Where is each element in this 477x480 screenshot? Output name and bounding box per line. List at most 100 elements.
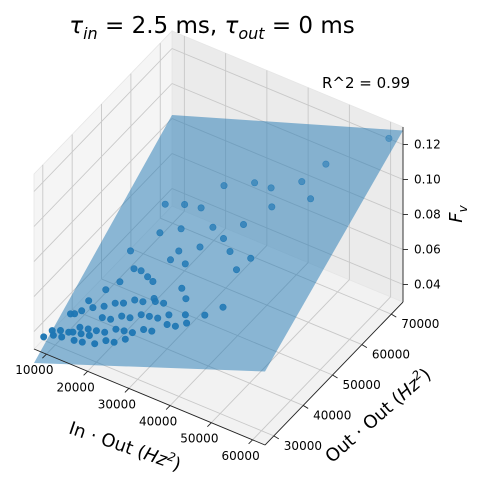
- data-point: [226, 248, 234, 256]
- data-point: [120, 299, 128, 307]
- x-tick-label: 60000: [222, 449, 260, 463]
- data-point: [131, 296, 139, 304]
- data-point: [181, 260, 189, 268]
- y-tick-label: 60000: [372, 348, 410, 362]
- data-point: [140, 325, 148, 333]
- data-point: [178, 284, 186, 292]
- data-point: [98, 314, 106, 322]
- data-point: [120, 327, 128, 335]
- data-point: [251, 179, 259, 187]
- data-point: [268, 203, 276, 211]
- data-point: [107, 315, 115, 323]
- data-point: [102, 337, 110, 345]
- grid-line-z-left: [33, 83, 173, 227]
- data-point: [145, 312, 153, 320]
- data-point: [160, 299, 168, 307]
- z-tick-label: 0.04: [414, 278, 441, 292]
- data-point: [156, 229, 164, 237]
- x-tick: [42, 353, 47, 359]
- data-point: [220, 235, 228, 243]
- data-point: [91, 340, 99, 348]
- x-tick: [124, 388, 130, 393]
- data-point: [196, 243, 204, 251]
- data-point: [149, 277, 157, 285]
- data-point: [165, 311, 173, 319]
- data-point: [110, 338, 118, 346]
- data-point: [144, 273, 152, 281]
- data-point: [267, 184, 275, 192]
- axes: 1000020000300004000050000600003000040000…: [15, 127, 441, 463]
- data-point: [92, 327, 100, 335]
- data-point: [182, 295, 190, 303]
- data-point: [181, 311, 189, 319]
- x-tick-label: 40000: [139, 415, 177, 429]
- data-point: [78, 307, 86, 315]
- data-point: [151, 297, 159, 305]
- data-point: [322, 160, 330, 168]
- data-point: [84, 325, 92, 333]
- y-tick-label: 30000: [284, 439, 322, 453]
- y-tick-label: 70000: [401, 317, 439, 331]
- data-point: [130, 265, 138, 273]
- data-point: [240, 221, 248, 229]
- x-tick: [248, 439, 253, 445]
- data-point: [70, 336, 78, 344]
- y-tick-label: 50000: [343, 378, 381, 392]
- data-point: [100, 302, 108, 310]
- data-point: [76, 323, 84, 331]
- y-tick-label: 40000: [313, 408, 351, 422]
- x-tick-label: 50000: [180, 432, 218, 446]
- data-point: [111, 299, 119, 307]
- data-point: [219, 303, 227, 311]
- data-point: [126, 314, 134, 322]
- x-tick: [207, 422, 212, 428]
- data-point: [385, 134, 393, 142]
- data-point: [197, 204, 205, 212]
- y-tick: [273, 435, 280, 440]
- data-point: [56, 326, 64, 334]
- data-point: [171, 322, 179, 330]
- data-point: [101, 328, 109, 336]
- y-tick: [302, 405, 309, 409]
- data-point: [220, 182, 228, 190]
- data-point: [89, 304, 97, 312]
- data-point: [161, 200, 169, 208]
- x-tick-label: 20000: [57, 380, 95, 394]
- data-point: [49, 331, 57, 339]
- data-point: [127, 247, 135, 255]
- z-tick-label: 0.08: [414, 208, 441, 222]
- r-squared-annotation: R^2 = 0.99: [322, 74, 410, 92]
- z-tick-label: 0.12: [414, 138, 441, 152]
- x-tick-label: 10000: [15, 363, 53, 377]
- data-point: [209, 223, 217, 231]
- data-point: [69, 328, 77, 336]
- data-point: [102, 286, 110, 294]
- data-point: [201, 311, 209, 319]
- y-tick: [332, 374, 338, 379]
- fit-plane: [34, 115, 403, 372]
- x-axis-line: [33, 348, 266, 446]
- data-point: [77, 330, 85, 338]
- data-point: [154, 314, 162, 322]
- data-point: [85, 297, 93, 305]
- data-point: [58, 333, 66, 341]
- data-point: [177, 225, 185, 233]
- x-tick: [83, 370, 88, 376]
- chart-title: τin = 2.5 ms, τout = 0 ms: [69, 13, 355, 43]
- plot-content: [34, 115, 403, 372]
- data-point: [112, 325, 120, 333]
- data-point: [183, 319, 191, 327]
- data-point: [181, 201, 189, 209]
- data-point: [233, 266, 241, 274]
- data-point: [71, 310, 79, 318]
- y-axis-line: [264, 301, 404, 446]
- data-point: [40, 333, 48, 341]
- x-tick: [165, 405, 171, 410]
- y-tick: [391, 313, 397, 318]
- data-point: [148, 327, 156, 335]
- data-point: [137, 267, 145, 275]
- data-point: [121, 335, 129, 343]
- z-tick-label: 0.06: [414, 243, 441, 257]
- data-point: [307, 195, 315, 203]
